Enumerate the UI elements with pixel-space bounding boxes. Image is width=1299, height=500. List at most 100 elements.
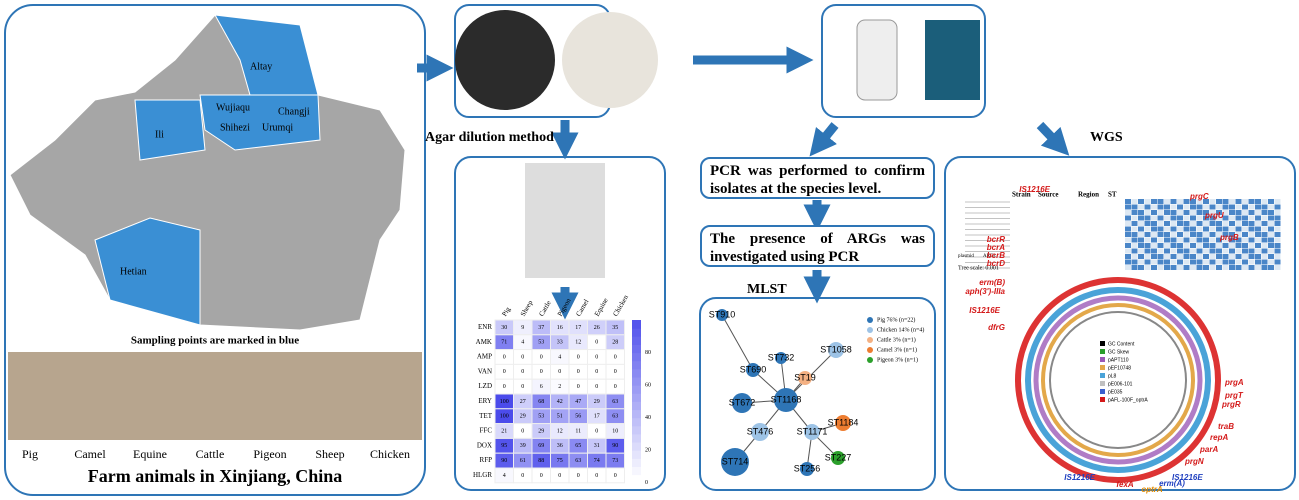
cell-value: 12 — [557, 428, 563, 434]
cell-value: 90 — [501, 458, 507, 464]
row-label: ERY — [478, 397, 492, 405]
colorbar-tick: 20 — [645, 448, 651, 454]
tree-cell — [1216, 204, 1222, 210]
tree-cell — [1177, 199, 1183, 204]
gene-label: repA — [1210, 433, 1228, 442]
cell-value: 0 — [558, 473, 561, 479]
column-label: Pig — [500, 305, 512, 318]
legend-dot — [867, 317, 873, 323]
tree-cell — [1222, 248, 1229, 254]
tree-cell — [1268, 265, 1274, 270]
tree-cell — [1138, 215, 1144, 221]
column-label: Pigeon — [556, 297, 573, 318]
tree-cell — [1235, 259, 1242, 265]
tree-cell — [1196, 259, 1203, 265]
colorbar — [632, 442, 641, 451]
tree-cell — [1209, 248, 1216, 254]
cell-value: 0 — [521, 369, 524, 375]
label: Agar dilution method — [425, 130, 554, 145]
animal-label: Chicken — [370, 447, 410, 461]
tree-label: plasmid — [958, 254, 974, 259]
map-label: Changji — [278, 106, 310, 117]
tree-cell — [1274, 248, 1281, 254]
cell-value: 56 — [575, 414, 581, 420]
tree-label: ARGs — [983, 254, 996, 259]
tree-cell — [1274, 237, 1281, 243]
tree-cell — [1274, 204, 1281, 210]
node — [716, 309, 728, 321]
cell-value: 0 — [521, 473, 524, 479]
tree-cell — [1209, 226, 1216, 232]
tree-cell — [1125, 259, 1131, 265]
tree-cell — [1268, 259, 1274, 265]
cell-value: 71 — [501, 340, 507, 346]
cell-value: 68 — [538, 399, 544, 405]
tree-cell — [1209, 210, 1216, 215]
tree-cell — [1138, 221, 1144, 226]
tree-cell — [1235, 265, 1242, 270]
cell-value: 0 — [595, 354, 598, 360]
row-label: HLGR — [473, 471, 492, 479]
cell-value: 69 — [538, 443, 544, 449]
colorbar — [632, 417, 641, 427]
tree-cell — [1268, 254, 1274, 259]
tree-cell — [1164, 237, 1170, 243]
xinjiang — [9, 14, 406, 331]
row-label: ENR — [478, 323, 492, 331]
tree-cell — [1138, 248, 1144, 254]
cell-value: 0 — [503, 369, 506, 375]
tree-cell — [1203, 254, 1209, 259]
gene-label: bcrR — [987, 235, 1005, 244]
label: MLST — [747, 282, 787, 297]
tree-cell — [1229, 210, 1235, 215]
gene-label: prgC — [1189, 192, 1209, 201]
node — [746, 363, 760, 377]
tree-header: Strain — [1012, 191, 1031, 199]
ring — [1041, 303, 1195, 457]
colorbar — [632, 409, 641, 419]
gene-label: aph(3')-IIIa — [965, 287, 1005, 296]
tree-cell — [1138, 237, 1144, 243]
tree-cell — [1131, 243, 1138, 248]
ring-legend: pE035 — [1108, 389, 1123, 395]
tree-cell — [1183, 221, 1190, 226]
map-label: Shihezi — [220, 122, 250, 133]
tree-cell — [1261, 254, 1268, 259]
tree-cell — [1144, 215, 1151, 221]
cell-value: 4 — [521, 340, 524, 346]
tree-cell — [1138, 232, 1144, 237]
animal-label: Pigeon — [253, 447, 286, 461]
cell-value: 26 — [594, 325, 600, 331]
map-label: Hetian — [120, 266, 147, 277]
gene-label: optrA — [1141, 485, 1163, 494]
tree-cell — [1268, 204, 1274, 210]
tree-cell — [1268, 232, 1274, 237]
tree-cell — [1131, 265, 1138, 270]
cell-value: 35 — [612, 325, 618, 331]
animal-label: Sheep — [315, 447, 344, 461]
tree-cell — [1196, 226, 1203, 232]
cell-value: 0 — [595, 473, 598, 479]
node-label: ST256 — [794, 463, 821, 473]
tree-cell — [1242, 259, 1248, 265]
tree-cell — [1183, 199, 1190, 204]
tree-cell — [1177, 248, 1183, 254]
tree-cell — [1138, 265, 1144, 270]
gene-label: dfrG — [988, 323, 1005, 332]
tree-cell — [1255, 210, 1261, 215]
colorbar — [632, 385, 641, 394]
tree-cell — [1216, 199, 1222, 204]
cell-value: 95 — [501, 443, 507, 449]
cell-value: 73 — [612, 458, 618, 464]
tree-cell — [1196, 254, 1203, 259]
tree-cell — [1131, 237, 1138, 243]
tree-cell — [1229, 248, 1235, 254]
tree-cell — [1170, 237, 1177, 243]
tree-cell — [1216, 265, 1222, 270]
tree-cell — [1242, 254, 1248, 259]
tree-cell — [1190, 204, 1196, 210]
cell-value: 61 — [520, 458, 526, 464]
arrow — [809, 122, 839, 157]
tree-cell — [1170, 215, 1177, 221]
cell-value: 74 — [594, 458, 600, 464]
